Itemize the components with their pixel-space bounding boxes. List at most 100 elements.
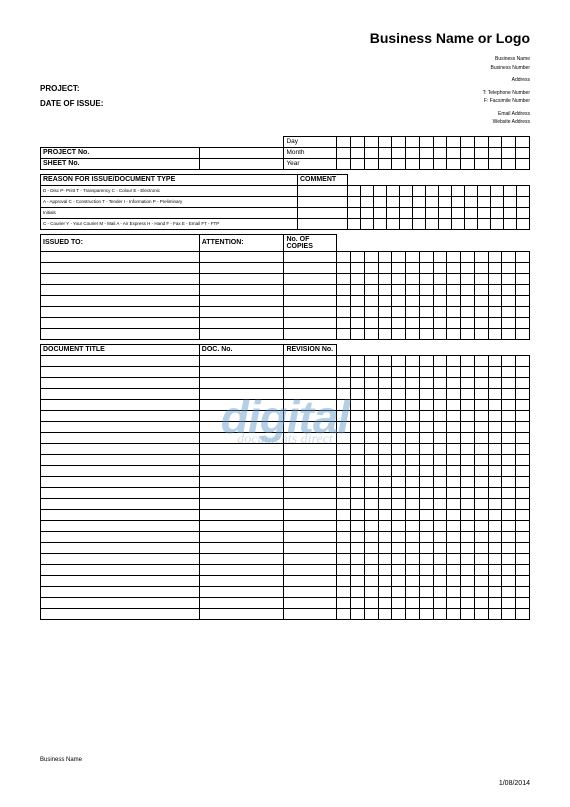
doc-no-cell[interactable] (199, 575, 284, 586)
comment-cell[interactable] (298, 207, 348, 218)
copies-cell[interactable] (284, 251, 337, 262)
doc-no-cell[interactable] (199, 608, 284, 619)
doc-title-cell[interactable] (41, 399, 200, 410)
doc-no-cell[interactable] (199, 542, 284, 553)
doc-no-cell[interactable] (199, 366, 284, 377)
issued-to-cell[interactable] (41, 251, 200, 262)
attention-cell[interactable] (199, 317, 284, 328)
copies-cell[interactable] (284, 306, 337, 317)
doc-title-cell[interactable] (41, 366, 200, 377)
revision-cell[interactable] (284, 366, 337, 377)
attention-cell[interactable] (199, 273, 284, 284)
revision-cell[interactable] (284, 388, 337, 399)
doc-no-cell[interactable] (199, 586, 284, 597)
revision-cell[interactable] (284, 553, 337, 564)
copies-cell[interactable] (284, 317, 337, 328)
issued-to-cell[interactable] (41, 306, 200, 317)
copies-cell[interactable] (284, 284, 337, 295)
doc-title-cell[interactable] (41, 487, 200, 498)
revision-cell[interactable] (284, 399, 337, 410)
comment-cell[interactable] (298, 196, 348, 207)
doc-title-cell[interactable] (41, 421, 200, 432)
doc-title-cell[interactable] (41, 476, 200, 487)
doc-title-cell[interactable] (41, 410, 200, 421)
revision-cell[interactable] (284, 476, 337, 487)
revision-cell[interactable] (284, 608, 337, 619)
doc-no-cell[interactable] (199, 476, 284, 487)
doc-no-cell[interactable] (199, 597, 284, 608)
doc-no-cell[interactable] (199, 399, 284, 410)
attention-cell[interactable] (199, 306, 284, 317)
doc-no-cell[interactable] (199, 355, 284, 366)
comment-cell[interactable] (298, 218, 348, 229)
doc-title-cell[interactable] (41, 355, 200, 366)
doc-title-cell[interactable] (41, 542, 200, 553)
revision-cell[interactable] (284, 597, 337, 608)
revision-cell[interactable] (284, 421, 337, 432)
doc-no-cell[interactable] (199, 377, 284, 388)
revision-cell[interactable] (284, 498, 337, 509)
doc-no-cell[interactable] (199, 432, 284, 443)
doc-title-cell[interactable] (41, 454, 200, 465)
attention-cell[interactable] (199, 295, 284, 306)
attention-cell[interactable] (199, 284, 284, 295)
doc-title-cell[interactable] (41, 520, 200, 531)
doc-no-cell[interactable] (199, 487, 284, 498)
doc-no-cell[interactable] (199, 454, 284, 465)
doc-no-cell[interactable] (199, 410, 284, 421)
sheet-no-value[interactable] (199, 158, 284, 169)
doc-title-cell[interactable] (41, 465, 200, 476)
issued-to-cell[interactable] (41, 273, 200, 284)
issued-to-cell[interactable] (41, 284, 200, 295)
doc-title-cell[interactable] (41, 597, 200, 608)
copies-cell[interactable] (284, 328, 337, 339)
doc-no-cell[interactable] (199, 498, 284, 509)
revision-cell[interactable] (284, 575, 337, 586)
doc-no-cell[interactable] (199, 520, 284, 531)
doc-title-cell[interactable] (41, 432, 200, 443)
copies-cell[interactable] (284, 262, 337, 273)
revision-cell[interactable] (284, 443, 337, 454)
revision-cell[interactable] (284, 410, 337, 421)
revision-cell[interactable] (284, 432, 337, 443)
doc-no-cell[interactable] (199, 553, 284, 564)
issued-to-cell[interactable] (41, 295, 200, 306)
revision-cell[interactable] (284, 564, 337, 575)
doc-no-cell[interactable] (199, 421, 284, 432)
doc-title-cell[interactable] (41, 575, 200, 586)
doc-no-cell[interactable] (199, 509, 284, 520)
issued-to-cell[interactable] (41, 328, 200, 339)
revision-cell[interactable] (284, 586, 337, 597)
doc-title-cell[interactable] (41, 531, 200, 542)
doc-no-cell[interactable] (199, 388, 284, 399)
revision-cell[interactable] (284, 454, 337, 465)
project-no-value[interactable] (199, 147, 284, 158)
copies-cell[interactable] (284, 273, 337, 284)
attention-cell[interactable] (199, 262, 284, 273)
issued-to-cell[interactable] (41, 262, 200, 273)
comment-cell[interactable] (298, 185, 348, 196)
doc-no-cell[interactable] (199, 465, 284, 476)
revision-cell[interactable] (284, 487, 337, 498)
revision-cell[interactable] (284, 509, 337, 520)
doc-title-cell[interactable] (41, 586, 200, 597)
doc-title-cell[interactable] (41, 509, 200, 520)
doc-title-cell[interactable] (41, 553, 200, 564)
attention-cell[interactable] (199, 328, 284, 339)
doc-title-cell[interactable] (41, 443, 200, 454)
revision-cell[interactable] (284, 520, 337, 531)
doc-no-cell[interactable] (199, 564, 284, 575)
attention-cell[interactable] (199, 251, 284, 262)
revision-cell[interactable] (284, 377, 337, 388)
issued-to-cell[interactable] (41, 317, 200, 328)
revision-cell[interactable] (284, 465, 337, 476)
doc-title-cell[interactable] (41, 377, 200, 388)
doc-title-cell[interactable] (41, 564, 200, 575)
doc-no-cell[interactable] (199, 443, 284, 454)
doc-no-cell[interactable] (199, 531, 284, 542)
doc-title-cell[interactable] (41, 608, 200, 619)
revision-cell[interactable] (284, 355, 337, 366)
revision-cell[interactable] (284, 531, 337, 542)
copies-cell[interactable] (284, 295, 337, 306)
doc-title-cell[interactable] (41, 498, 200, 509)
